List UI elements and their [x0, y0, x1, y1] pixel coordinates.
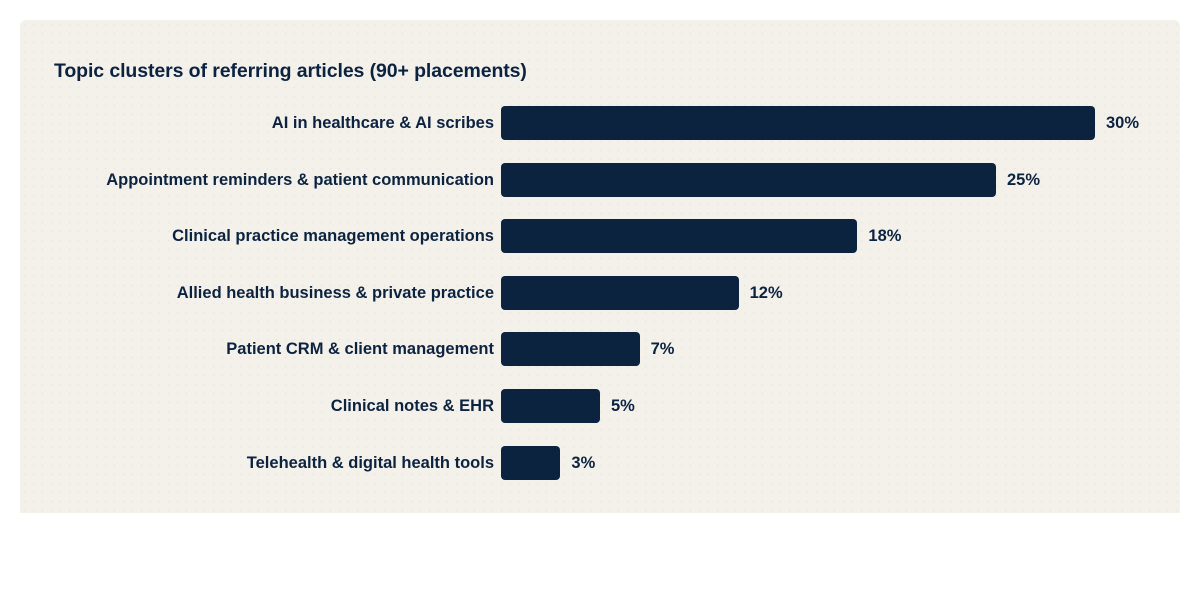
category-label: Clinical practice management operations — [172, 227, 494, 246]
value-label: 7% — [650, 340, 675, 359]
bar — [501, 162, 996, 197]
bar-row: Telehealth & digital health tools 3% — [20, 445, 1180, 480]
value-label: 30% — [1106, 114, 1140, 132]
category-label: Appointment reminders & patient communic… — [106, 170, 494, 189]
bar — [501, 389, 600, 423]
value-label: 3% — [571, 453, 596, 472]
value-label: 18% — [868, 227, 902, 246]
category-label: Allied health business & private practic… — [176, 283, 494, 302]
category-label: Clinical notes & EHR — [330, 397, 494, 415]
bar-row: Patient CRM & client management 7% — [20, 332, 1180, 367]
category-label: AI in healthcare & AI scribes — [271, 114, 494, 132]
bar — [501, 106, 1095, 140]
bar-row: Clinical practice management operations … — [20, 219, 1180, 254]
bar — [501, 445, 561, 480]
category-label: Telehealth & digital health tools — [246, 453, 494, 472]
bar-row: Clinical notes & EHR 5% — [20, 389, 1180, 423]
chart-title: Topic clusters of referring articles (90… — [54, 60, 527, 82]
bar-row: Allied health business & private practic… — [20, 275, 1180, 310]
category-label: Patient CRM & client management — [226, 340, 494, 359]
bar — [501, 219, 858, 254]
value-label: 5% — [611, 397, 635, 415]
bar-row: AI in healthcare & AI scribes 30% — [20, 106, 1180, 140]
bar-row: Appointment reminders & patient communic… — [20, 162, 1180, 197]
bar — [501, 332, 640, 367]
bar — [501, 275, 739, 310]
chart-panel: Topic clusters of referring articles (90… — [20, 20, 1180, 513]
value-label: 12% — [749, 283, 783, 302]
value-label: 25% — [1007, 170, 1041, 189]
